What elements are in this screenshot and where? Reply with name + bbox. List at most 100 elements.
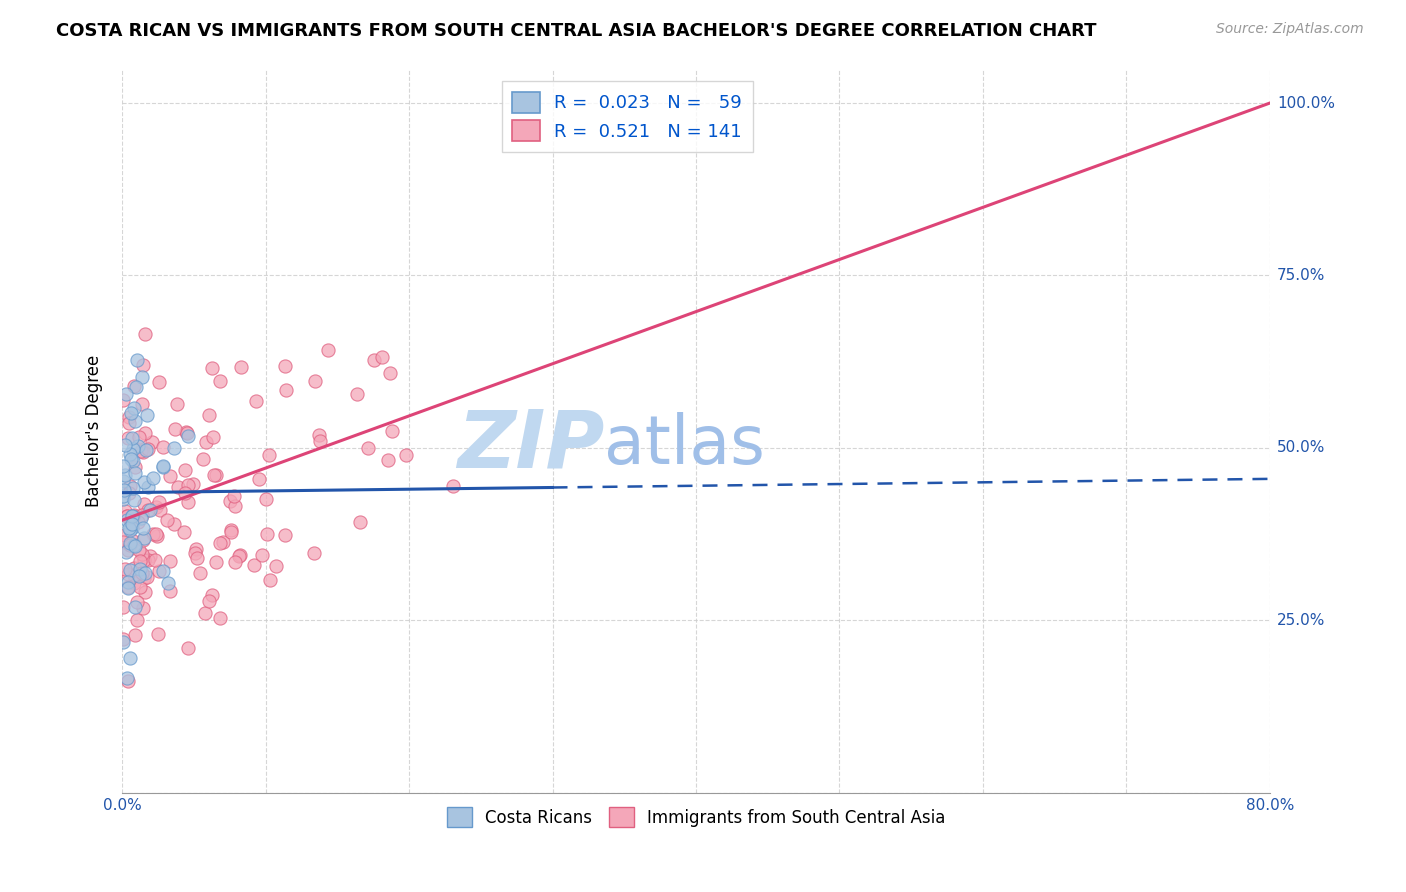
Point (395, 448, 418, 462)
Point (198, 594, 221, 608)
Point (219, 493, 242, 508)
Point (112, 474, 135, 488)
Point (139, 549, 162, 564)
Point (117, 486, 139, 500)
Point (205, 467, 228, 482)
Point (122, 442, 145, 456)
Point (381, 424, 404, 438)
Point (256, 526, 278, 541)
Point (142, 471, 165, 485)
Point (254, 491, 277, 506)
Point (441, 478, 464, 492)
Point (134, 475, 156, 490)
Point (112, 459, 135, 474)
Point (186, 550, 208, 565)
Point (157, 575, 180, 590)
Point (115, 509, 138, 524)
Point (177, 495, 200, 509)
Point (146, 529, 169, 543)
Point (129, 554, 152, 568)
Point (120, 538, 142, 552)
Point (198, 409, 221, 423)
Text: 100.0%: 100.0% (1277, 95, 1336, 111)
Point (124, 459, 146, 474)
Point (129, 511, 152, 525)
Point (152, 458, 174, 473)
Point (183, 477, 205, 491)
Point (148, 494, 170, 508)
Point (124, 413, 146, 427)
Point (118, 524, 141, 538)
Point (112, 489, 135, 503)
Point (304, 374, 326, 388)
Point (120, 452, 142, 467)
Point (159, 469, 181, 483)
Point (114, 468, 136, 483)
Point (257, 448, 280, 462)
Point (136, 480, 159, 494)
Point (122, 575, 145, 590)
Point (145, 527, 167, 541)
Point (184, 546, 207, 560)
Point (308, 428, 330, 442)
Point (201, 588, 224, 602)
Point (128, 569, 150, 583)
Point (118, 650, 141, 665)
Point (229, 548, 252, 562)
Point (136, 553, 159, 567)
Point (125, 353, 148, 368)
Point (173, 463, 195, 477)
Point (202, 467, 225, 482)
Point (243, 558, 266, 573)
Point (201, 361, 224, 376)
Point (143, 553, 166, 567)
Point (132, 444, 155, 458)
Point (120, 513, 142, 527)
Point (114, 528, 136, 542)
Y-axis label: Bachelor's Degree: Bachelor's Degree (86, 354, 103, 507)
Point (128, 543, 150, 558)
Point (115, 386, 138, 401)
Point (112, 599, 135, 614)
Point (173, 525, 195, 540)
Text: atlas: atlas (605, 412, 765, 478)
Point (250, 549, 273, 563)
Point (117, 574, 139, 589)
Point (120, 406, 142, 420)
Point (209, 611, 232, 625)
Point (122, 508, 145, 522)
Point (128, 580, 150, 594)
Point (115, 671, 138, 685)
Point (224, 500, 246, 514)
Point (228, 549, 250, 563)
Point (195, 435, 218, 450)
Point (112, 393, 135, 408)
Point (118, 446, 141, 460)
Point (120, 516, 142, 530)
Point (209, 536, 232, 550)
Point (122, 401, 145, 415)
Point (122, 561, 145, 575)
Point (135, 570, 157, 584)
Point (122, 534, 145, 549)
Point (124, 600, 146, 615)
Point (122, 454, 145, 468)
Point (136, 409, 159, 423)
Point (131, 370, 153, 384)
Point (117, 520, 139, 534)
Point (139, 502, 162, 516)
Point (134, 426, 156, 441)
Legend: Costa Ricans, Immigrants from South Central Asia: Costa Ricans, Immigrants from South Cent… (439, 799, 953, 835)
Point (152, 440, 174, 454)
Point (134, 497, 156, 511)
Point (191, 452, 214, 467)
Text: ZIP: ZIP (457, 406, 605, 484)
Point (132, 532, 155, 546)
Point (132, 359, 155, 373)
Point (134, 585, 156, 599)
Point (118, 416, 141, 430)
Point (122, 493, 145, 508)
Point (165, 422, 187, 436)
Point (302, 546, 325, 560)
Point (112, 492, 135, 507)
